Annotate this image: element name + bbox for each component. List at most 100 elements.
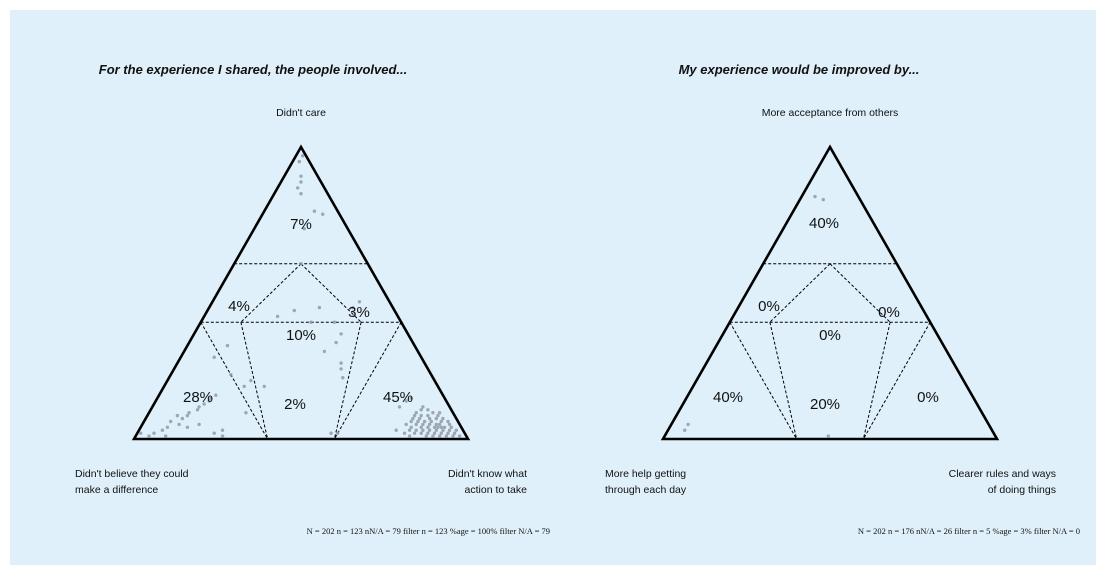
data-point (296, 186, 300, 190)
data-point (446, 419, 450, 424)
chart-2-region-bottom-right-pct: 0% (917, 389, 939, 406)
data-point (321, 212, 325, 216)
data-point (826, 434, 830, 438)
data-point (431, 411, 435, 415)
chart-canvas: For the experience I shared, the people … (10, 10, 1096, 565)
data-point (169, 419, 173, 424)
chart-1-region-upper-left-pct: 4% (228, 298, 250, 315)
data-point (457, 434, 462, 438)
data-point (152, 431, 156, 435)
chart-2-points (683, 194, 830, 438)
data-point (312, 209, 317, 213)
chart-2-title: My experience would be improved by... (679, 62, 920, 77)
data-point (441, 428, 445, 432)
data-point (447, 422, 452, 427)
data-point (436, 413, 440, 418)
chart-2-region-bottom-center-pct: 20% (810, 396, 840, 413)
data-point (427, 422, 432, 427)
data-point (302, 227, 306, 231)
data-point (426, 425, 430, 429)
data-point (436, 425, 440, 429)
data-point (332, 320, 337, 324)
data-point (299, 180, 303, 184)
data-point (299, 192, 303, 196)
data-point (187, 411, 191, 415)
data-point (813, 194, 817, 199)
chart-1-title: For the experience I shared, the people … (99, 62, 407, 77)
data-point (427, 416, 432, 421)
data-point (434, 422, 438, 427)
chart-2-region-bottom-left-pct: 40% (713, 389, 743, 406)
data-point (341, 376, 345, 380)
data-point (414, 422, 418, 427)
data-point (412, 431, 417, 435)
data-point (212, 431, 216, 435)
data-point (402, 431, 407, 435)
data-point (225, 343, 230, 348)
data-point (429, 419, 433, 424)
chart-2-top-label: More acceptance from others (762, 107, 899, 119)
data-point (339, 367, 343, 371)
data-point (164, 434, 168, 438)
data-point (427, 428, 432, 432)
bottom-right-divider (862, 322, 891, 440)
data-point (437, 422, 442, 427)
inner-left-edge (769, 263, 831, 323)
data-point (209, 396, 213, 400)
chart-2-left-label-line2: through each day (605, 484, 687, 496)
data-point (147, 434, 151, 438)
data-point (404, 399, 408, 403)
data-point (339, 361, 343, 365)
lower-left-divider (200, 321, 269, 440)
data-point (351, 305, 355, 310)
data-point (451, 434, 455, 438)
triad-chart-1: For the experience I shared, the people … (75, 62, 550, 536)
data-point (442, 425, 447, 429)
data-point (220, 434, 225, 438)
data-point (329, 431, 333, 435)
data-point (229, 373, 233, 377)
data-point (299, 174, 303, 178)
chart-1-region-center-pct: 10% (286, 327, 316, 344)
data-point (317, 305, 322, 310)
data-point (446, 431, 450, 435)
data-point (426, 413, 430, 418)
lower-right-divider (862, 321, 931, 440)
data-point (185, 425, 190, 429)
data-point (416, 419, 420, 424)
chart-2-region-top-pct: 40% (809, 215, 839, 232)
chart-1-region-bottom-center-pct: 2% (284, 396, 306, 413)
data-point (214, 393, 218, 397)
data-point (175, 413, 180, 418)
data-point (394, 428, 398, 432)
chart-2-region-upper-left-pct: 0% (758, 298, 780, 315)
data-point (244, 411, 248, 415)
data-point (449, 425, 453, 429)
bottom-left-divider (769, 322, 798, 440)
data-point (431, 434, 435, 438)
chart-1-region-bottom-left-pct: 28% (183, 389, 213, 406)
data-point (195, 408, 200, 412)
chart-1-stats: N = 202 n = 123 nN/A = 79 filter n = 123… (307, 526, 550, 536)
data-point (185, 413, 190, 418)
data-point (407, 434, 412, 438)
data-point (165, 425, 170, 429)
data-point (334, 340, 338, 345)
chart-2-region-upper-right-pct: 0% (878, 304, 900, 321)
data-point (444, 434, 448, 438)
data-point (339, 332, 343, 336)
chart-2-left-label-line1: More help getting (605, 468, 686, 480)
data-point (357, 300, 362, 304)
data-point (409, 396, 413, 400)
data-point (437, 411, 442, 415)
data-point (139, 431, 143, 435)
data-point (207, 399, 211, 403)
data-point (686, 422, 690, 427)
chart-1-region-bottom-right-pct: 45% (383, 389, 413, 406)
data-point (441, 416, 445, 421)
data-point (414, 428, 418, 432)
chart-1-region-upper-right-pct: 3% (348, 304, 370, 321)
data-point (197, 422, 201, 427)
chart-1-right-label-line2: action to take (465, 484, 528, 496)
chart-1-left-label-line1: Didn't believe they could (75, 468, 189, 480)
